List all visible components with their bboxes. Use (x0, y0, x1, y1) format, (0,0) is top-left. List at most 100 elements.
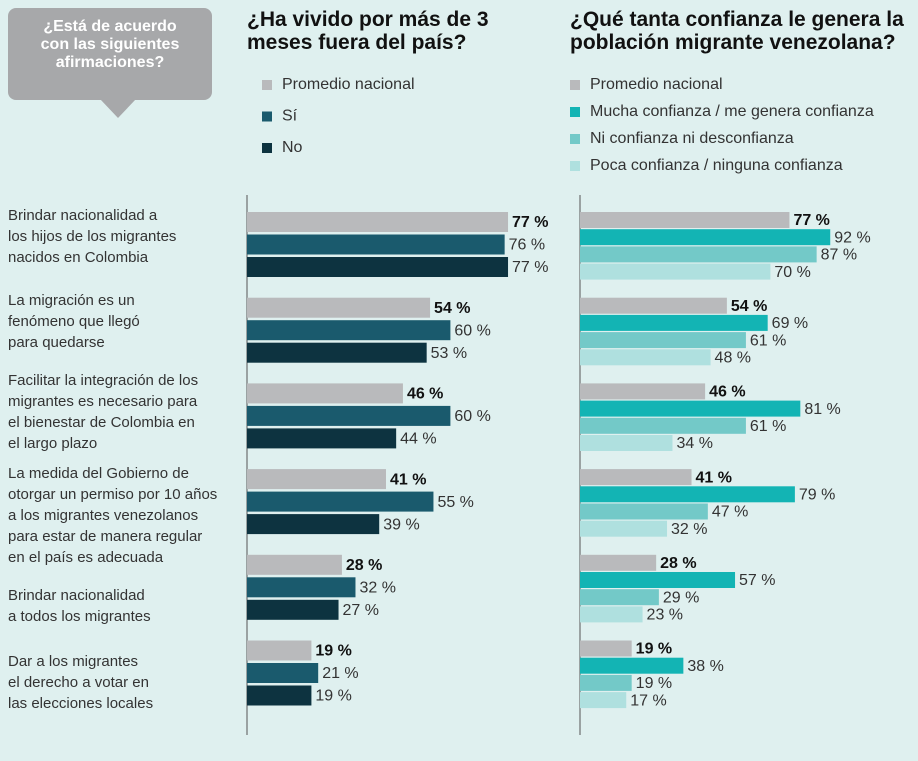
value-label: 48 % (715, 350, 751, 367)
legend-label: Promedio nacional (282, 76, 415, 93)
bar (247, 212, 509, 232)
category-label: Dar a los migrantes el derecho a votar e… (8, 653, 154, 712)
value-label: 76 % (509, 237, 545, 254)
bar (580, 657, 684, 674)
legend-swatch (262, 143, 272, 153)
legend-label: No (282, 139, 303, 156)
bar (247, 234, 505, 255)
legend-label: Poca confianza / ninguna confianza (590, 157, 843, 174)
value-label: 87 % (821, 247, 857, 264)
category-label: Facilitar la integración de los migrante… (8, 372, 199, 452)
value-label: 54 % (731, 298, 767, 315)
value-label: 77 % (512, 214, 548, 231)
bar (580, 606, 643, 623)
bar (580, 383, 706, 400)
bar (247, 257, 509, 277)
value-label: 55 % (437, 494, 473, 511)
bar (580, 229, 831, 246)
value-label: 77 % (793, 212, 829, 229)
bar (247, 554, 342, 575)
value-label: 19 % (315, 643, 351, 660)
bar (247, 663, 319, 683)
value-label: 21 % (322, 665, 358, 682)
value-label: 17 % (630, 692, 666, 709)
bar (580, 520, 668, 537)
legend-swatch (570, 134, 580, 144)
value-label: 32 % (359, 580, 395, 597)
value-label: 19 % (636, 641, 672, 658)
bar (580, 486, 795, 503)
value-label: 32 % (671, 521, 707, 538)
legend-swatch (570, 107, 580, 117)
value-label: 41 % (390, 471, 426, 488)
value-label: 46 % (407, 386, 443, 403)
value-label: 38 % (687, 658, 723, 675)
bar (580, 400, 801, 417)
bar (247, 491, 434, 512)
value-label: 81 % (804, 401, 840, 418)
bar (580, 263, 771, 280)
legend-label: Ni confianza ni desconfianza (590, 130, 794, 147)
legend-swatch (570, 161, 580, 171)
chart-title: ¿Ha vivido por más de 3 meses fuera del … (247, 8, 489, 54)
bar (247, 342, 427, 363)
bar (247, 599, 339, 620)
bar (580, 417, 746, 434)
category-label: Brindar nacionalidad a todos los migrant… (8, 587, 151, 625)
bar (580, 554, 657, 571)
value-label: 46 % (709, 384, 745, 401)
value-label: 54 % (434, 300, 470, 317)
category-label: La migración es un fenómeno que llegó pa… (8, 292, 140, 351)
bar (247, 428, 397, 449)
header-pointer (100, 99, 136, 118)
bar (580, 469, 692, 486)
bar (580, 246, 817, 263)
value-label: 92 % (834, 229, 870, 246)
bar (580, 435, 673, 451)
bar (247, 514, 380, 535)
bar (580, 332, 746, 349)
legend-label: Sí (282, 108, 298, 125)
value-label: 53 % (431, 345, 467, 362)
value-label: 61 % (750, 418, 786, 435)
bar (580, 589, 659, 606)
bar (580, 692, 627, 709)
category-label: La medida del Gobierno de otorgar un per… (8, 465, 218, 566)
value-label: 28 % (346, 557, 382, 574)
bar (247, 320, 451, 341)
legend-label: Mucha confianza / me genera confianza (590, 103, 874, 120)
legend-swatch (262, 80, 272, 90)
value-label: 79 % (799, 487, 835, 504)
bar (580, 349, 711, 366)
value-label: 28 % (660, 555, 696, 572)
value-label: 23 % (647, 607, 683, 624)
value-label: 61 % (750, 332, 786, 349)
header-text: ¿Está de acuerdo con las siguientes afir… (40, 18, 180, 71)
value-label: 57 % (739, 572, 775, 589)
bar (580, 572, 736, 588)
bar (247, 383, 403, 404)
value-label: 60 % (454, 408, 490, 425)
legend-swatch (570, 80, 580, 90)
bar (247, 297, 431, 318)
bar (580, 674, 632, 691)
chart-title: ¿Qué tanta confianza le genera la poblac… (570, 8, 904, 54)
value-label: 47 % (712, 504, 748, 521)
bar (580, 503, 708, 520)
bar (247, 469, 386, 490)
bar (247, 405, 451, 426)
value-label: 77 % (512, 259, 548, 276)
bar (247, 640, 312, 661)
value-label: 29 % (663, 589, 699, 606)
value-label: 19 % (636, 675, 672, 692)
bar (580, 640, 632, 657)
value-label: 39 % (383, 516, 419, 533)
legend-label: Promedio nacional (590, 76, 723, 93)
value-label: 44 % (400, 431, 436, 448)
category-label: Brindar nacionalidad a los hijos de los … (8, 207, 177, 266)
value-label: 19 % (315, 688, 351, 705)
value-label: 41 % (696, 469, 732, 486)
value-label: 60 % (454, 322, 490, 339)
